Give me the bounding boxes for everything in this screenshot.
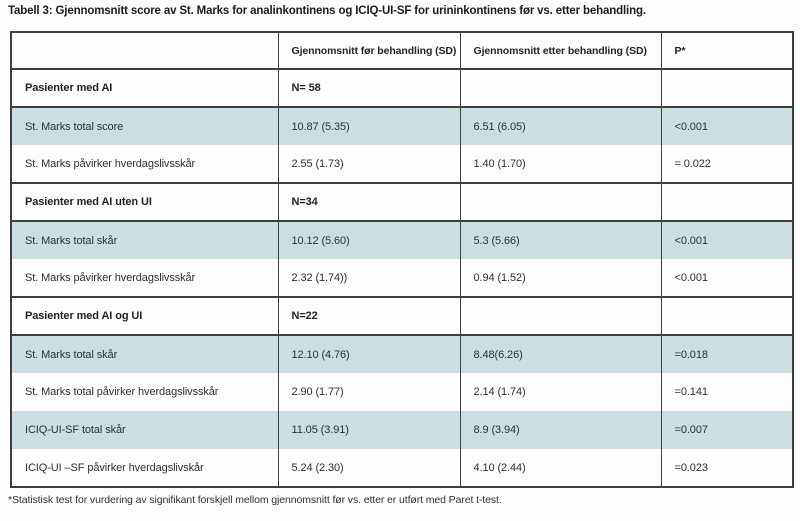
value-before: 2.55 (1.73) (277, 145, 460, 183)
section-label: Pasienter med AI og UI (10, 296, 278, 336)
row-label: ICIQ-UI –SF påvirker hverdagslivskår (10, 449, 278, 487)
p-value: =0.023 (660, 449, 793, 487)
section-row-ai: Pasienter med AI N= 58 (10, 68, 793, 108)
column-header-after: Gjennomsnitt etter behandling (SD) (459, 32, 661, 70)
section-n: N=22 (277, 296, 460, 336)
p-value: <0.001 (660, 107, 793, 145)
value-before: 10.87 (5.35) (277, 107, 460, 145)
value-before: 12.10 (4.76) (277, 335, 460, 373)
column-header-before: Gjennomsnitt før behandling (SD) (277, 32, 460, 70)
section-n: N= 58 (277, 68, 460, 108)
value-after: 2.14 (1.74) (459, 373, 661, 411)
value-after: 0.94 (1.52) (459, 259, 661, 297)
value-after: 1.40 (1.70) (459, 145, 661, 183)
row-label: St. Marks påvirker hverdagslivsskår (10, 145, 278, 183)
value-after: 6.51 (6.05) (459, 107, 661, 145)
section-row-ai-og-ui: Pasienter med AI og UI N=22 (10, 296, 793, 336)
data-row: St. Marks påvirker hverdagslivsskår 2.55… (10, 145, 793, 183)
data-row: St. Marks påvirker hverdagslivsskår 2.32… (10, 259, 793, 297)
data-row: St. Marks total score 10.87 (5.35) 6.51 … (10, 107, 793, 145)
table-title: Tabell 3: Gjennomsnitt score av St. Mark… (8, 5, 646, 17)
empty-cell (660, 182, 793, 222)
column-header-empty (10, 32, 278, 70)
empty-cell (459, 296, 661, 336)
value-before: 11.05 (3.91) (277, 411, 460, 449)
section-label: Pasienter med AI uten UI (10, 182, 278, 222)
header-row: Gjennomsnitt før behandling (SD) Gjennom… (10, 32, 793, 70)
empty-cell (459, 68, 661, 108)
column-header-p: P* (660, 32, 793, 70)
section-n: N=34 (277, 182, 460, 222)
row-label: St. Marks total påvirker hverdagslivsskå… (10, 373, 278, 411)
row-label: St. Marks påvirker hverdagslivsskår (10, 259, 278, 297)
row-label: St. Marks total score (10, 107, 278, 145)
row-label: ICIQ-UI-SF total skår (10, 411, 278, 449)
p-value: =0.018 (660, 335, 793, 373)
data-row: St. Marks total påvirker hverdagslivsskå… (10, 373, 793, 411)
data-row: St. Marks total skår 10.12 (5.60) 5.3 (5… (10, 221, 793, 259)
p-value: = 0.022 (660, 145, 793, 183)
p-value: <0.001 (660, 259, 793, 297)
value-before: 5.24 (2.30) (277, 449, 460, 487)
data-row: St. Marks total skår 12.10 (4.76) 8.48(6… (10, 335, 793, 373)
empty-cell (660, 296, 793, 336)
data-row: ICIQ-UI –SF påvirker hverdagslivskår 5.2… (10, 449, 793, 487)
row-label: St. Marks total skår (10, 335, 278, 373)
row-label: St. Marks total skår (10, 221, 278, 259)
empty-cell (459, 182, 661, 222)
data-row: ICIQ-UI-SF total skår 11.05 (3.91) 8.9 (… (10, 411, 793, 449)
value-after: 4.10 (2.44) (459, 449, 661, 487)
value-before: 2.32 (1.74)) (277, 259, 460, 297)
section-row-ai-uten-ui: Pasienter med AI uten UI N=34 (10, 182, 793, 222)
p-value: =0.007 (660, 411, 793, 449)
p-value: <0.001 (660, 221, 793, 259)
value-after: 5.3 (5.66) (459, 221, 661, 259)
section-label: Pasienter med AI (10, 68, 278, 108)
value-before: 10.12 (5.60) (277, 221, 460, 259)
results-table: Gjennomsnitt før behandling (SD) Gjennom… (10, 31, 794, 488)
value-after: 8.9 (3.94) (459, 411, 661, 449)
empty-cell (660, 68, 793, 108)
table-footnote: *Statistisk test for vurdering av signif… (8, 494, 502, 506)
p-value: =0.141 (660, 373, 793, 411)
value-before: 2.90 (1.77) (277, 373, 460, 411)
value-after: 8.48(6.26) (459, 335, 661, 373)
